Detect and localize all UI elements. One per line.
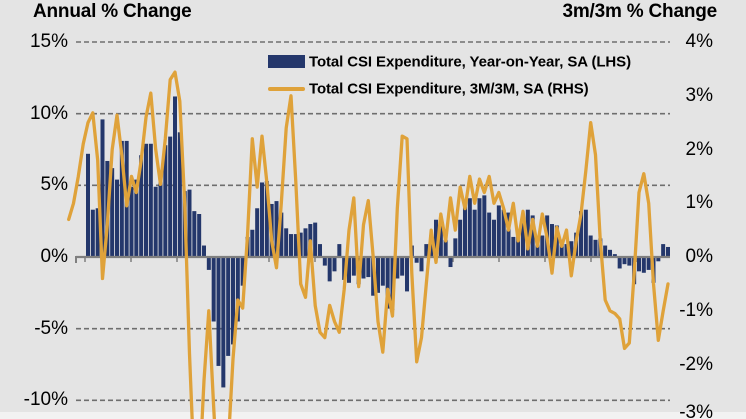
left-axis-title: Annual % Change (33, 1, 192, 22)
bar-series (86, 96, 670, 388)
left-axis-tick-label: -5% (34, 317, 68, 339)
right-axis-title: 3m/3m % Change (562, 1, 717, 22)
right-axis-tick-label: 2% (685, 138, 713, 160)
right-axis-tick-label: 1% (685, 192, 713, 214)
left-axis-tick-label: 15% (29, 31, 68, 52)
left-axis-tick-label: 10% (29, 102, 68, 124)
right-axis-tick-label: 3% (685, 84, 713, 106)
right-axis-tick-label: -2% (679, 353, 713, 375)
left-axis-tick-label: 0% (40, 246, 68, 267)
legend-label-bars: Total CSI Expenditure, Year-on-Year, SA … (309, 53, 631, 70)
left-axis-tick-label: 5% (40, 174, 68, 196)
bottom-margin-strip (0, 412, 746, 419)
legend-label-line: Total CSI Expenditure, 3M/3M, SA (RHS) (309, 80, 589, 98)
line-series (67, 70, 670, 419)
right-axis-tick-label: 4% (685, 31, 713, 52)
right-axis-tick-label: -3% (679, 401, 713, 419)
line-series-swatch-icon (268, 87, 305, 91)
left-axis-tick-label: -10% (23, 389, 68, 411)
bar-series-swatch-icon (268, 55, 305, 68)
right-axis-tick-label: 0% (685, 246, 713, 267)
right-axis-tick-label: -1% (679, 299, 713, 321)
